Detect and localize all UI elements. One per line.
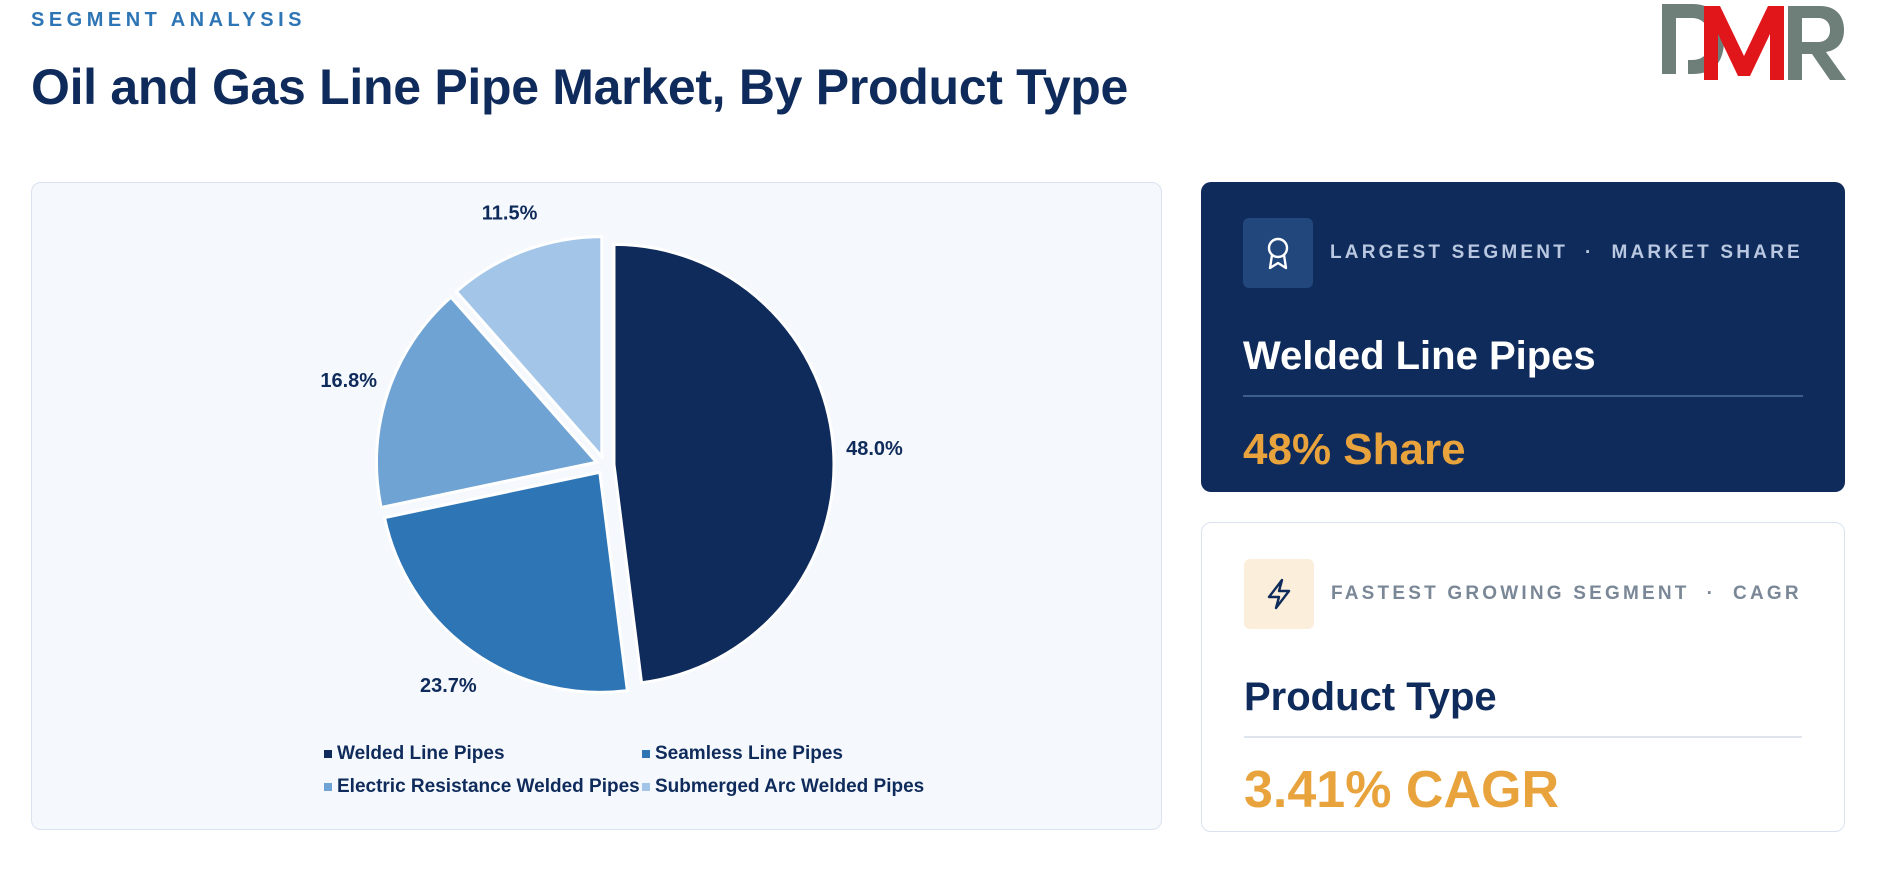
card-kicker: LARGEST SEGMENT · MARKET SHARE bbox=[1330, 242, 1803, 263]
legend-swatch bbox=[324, 750, 332, 758]
slice-saw bbox=[454, 235, 604, 461]
card-value: 3.41% CAGR bbox=[1244, 761, 1559, 819]
card-value: 48% Share bbox=[1243, 425, 1466, 474]
slice-label: 48.0% bbox=[846, 438, 903, 460]
legend-swatch bbox=[642, 783, 650, 791]
card-divider bbox=[1244, 736, 1802, 738]
legend-item-seamless: Seamless Line Pipes bbox=[642, 743, 843, 765]
lightning-icon bbox=[1244, 559, 1314, 629]
slice-label: 11.5% bbox=[482, 202, 538, 224]
section-eyebrow: SEGMENT ANALYSIS bbox=[31, 9, 306, 31]
slice-erw bbox=[374, 295, 600, 510]
page-title: Oil and Gas Line Pipe Market, By Product… bbox=[31, 59, 1128, 115]
legend-label: Electric Resistance Welded Pipes bbox=[337, 776, 640, 797]
legend-item-saw: Submerged Arc Welded Pipes bbox=[642, 776, 924, 798]
dmr-logo bbox=[1662, 4, 1846, 80]
legend-label: Submerged Arc Welded Pipes bbox=[655, 776, 925, 797]
award-icon bbox=[1243, 218, 1313, 288]
card-divider bbox=[1243, 395, 1803, 397]
largest-segment-card: LARGEST SEGMENT · MARKET SHARE Welded Li… bbox=[1201, 182, 1845, 492]
legend-item-erw: Electric Resistance Welded Pipes bbox=[324, 776, 640, 798]
legend-item-welded: Welded Line Pipes bbox=[324, 743, 505, 765]
card-kicker: FASTEST GROWING SEGMENT · CAGR bbox=[1331, 583, 1802, 604]
slice-label: 16.8% bbox=[320, 370, 377, 392]
pie-chart: 48.0% 23.7% 16.8% 11.5% bbox=[320, 202, 903, 697]
legend-label: Seamless Line Pipes bbox=[655, 743, 843, 764]
chart-card: 48.0% 23.7% 16.8% 11.5% Welded Line Pipes S… bbox=[31, 182, 1162, 830]
slice-seamless bbox=[382, 470, 630, 694]
fastest-growing-card: FASTEST GROWING SEGMENT · CAGR Product T… bbox=[1201, 522, 1845, 832]
slice-welded bbox=[612, 242, 836, 685]
slice-label: 23.7% bbox=[420, 675, 477, 697]
legend-swatch bbox=[324, 783, 332, 791]
card-heading: Welded Line Pipes bbox=[1243, 334, 1596, 378]
legend-label: Welded Line Pipes bbox=[337, 743, 505, 764]
card-heading: Product Type bbox=[1244, 675, 1497, 719]
legend-swatch bbox=[642, 750, 650, 758]
